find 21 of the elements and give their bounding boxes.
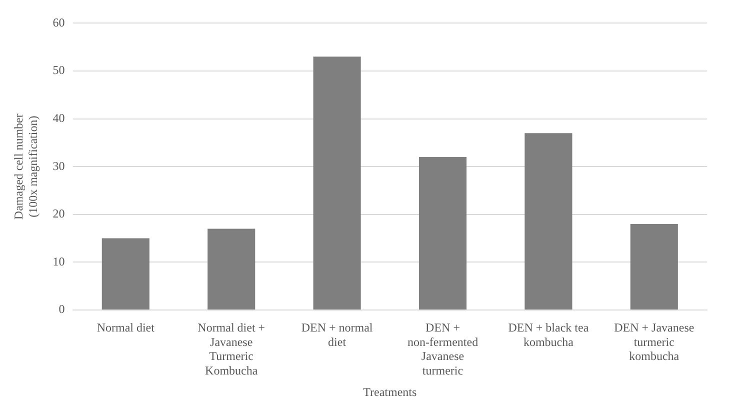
x-tick-label: DEN + black tea kombucha bbox=[508, 320, 590, 349]
bar bbox=[630, 224, 678, 310]
x-tick-label: DEN + non-fermented Javanese turmeric bbox=[407, 320, 478, 378]
bar bbox=[208, 228, 256, 310]
bar bbox=[313, 56, 361, 310]
bar bbox=[524, 133, 572, 310]
x-tick-label: Normal diet + Javanese Turmeric Kombucha bbox=[198, 320, 266, 378]
x-tick-label: DEN + normal diet bbox=[301, 320, 374, 349]
bar bbox=[102, 238, 150, 310]
y-tick-label: 60 bbox=[52, 15, 65, 30]
y-tick-label: 40 bbox=[52, 110, 65, 125]
y-tick-label: 20 bbox=[52, 206, 65, 221]
y-tick-label: 0 bbox=[58, 302, 65, 316]
y-tick-label: 10 bbox=[52, 254, 65, 268]
x-tick-label: DEN + Javanese turmeric kombucha bbox=[614, 320, 694, 364]
x-tick-label: Normal diet bbox=[96, 320, 156, 334]
y-tick-label: 30 bbox=[52, 158, 65, 173]
y-axis-title: Damaged cell number (100x magnification) bbox=[11, 114, 40, 220]
x-axis-title: Treatments bbox=[363, 384, 418, 399]
y-tick-label: 50 bbox=[52, 63, 65, 78]
bar bbox=[418, 157, 467, 310]
